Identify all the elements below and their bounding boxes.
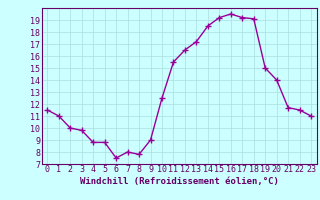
X-axis label: Windchill (Refroidissement éolien,°C): Windchill (Refroidissement éolien,°C) [80,177,279,186]
